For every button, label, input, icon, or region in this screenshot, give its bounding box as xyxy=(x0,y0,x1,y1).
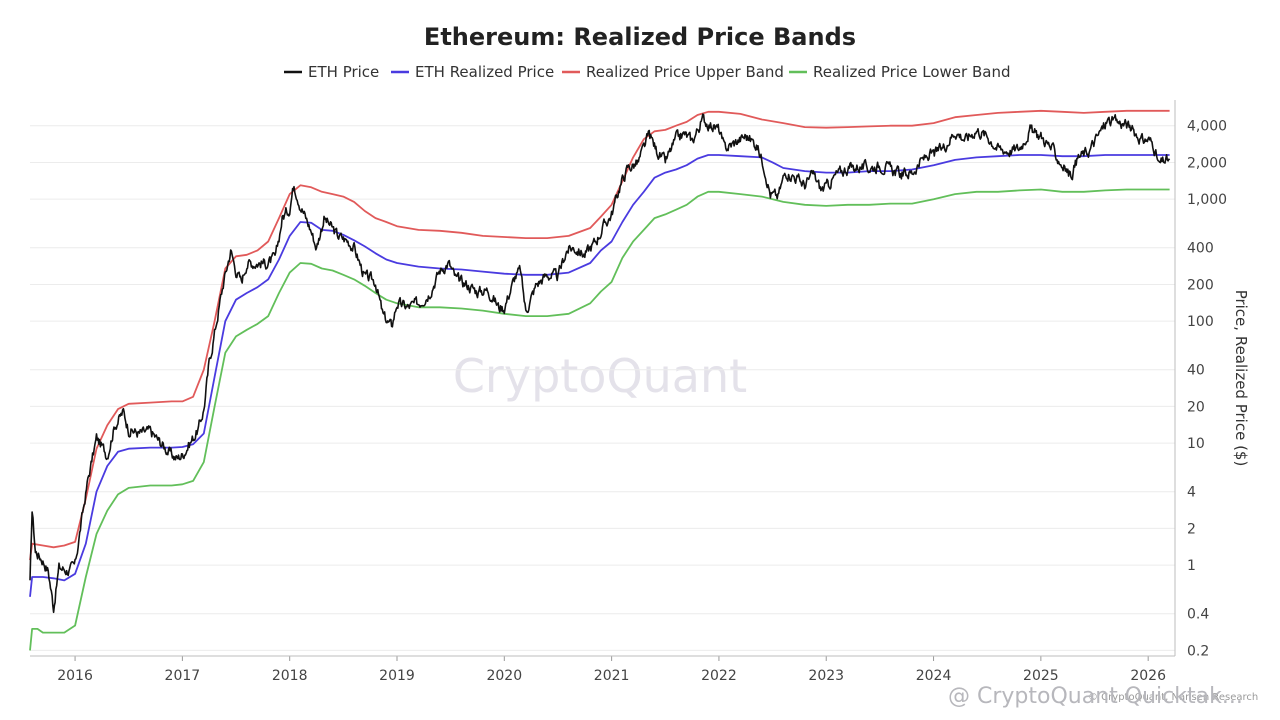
legend-label-lower-band: Realized Price Lower Band xyxy=(813,63,1010,81)
y-tick-label: 2,000 xyxy=(1187,155,1227,171)
y-tick-label: 40 xyxy=(1187,363,1205,379)
x-tick-label: 2022 xyxy=(701,668,737,684)
legend-item-realized-price[interactable]: ETH Realized Price xyxy=(391,63,554,81)
x-tick-label: 2017 xyxy=(165,668,201,684)
y-tick-label: 20 xyxy=(1187,399,1205,415)
y-tick-label: 4,000 xyxy=(1187,119,1227,135)
x-tick-label: 2020 xyxy=(486,668,522,684)
legend-label-eth-price: ETH Price xyxy=(308,63,379,81)
legend-item-eth-price[interactable]: ETH Price xyxy=(284,63,379,81)
y-tick-label: 4 xyxy=(1187,485,1196,501)
x-tick-label: 2019 xyxy=(379,668,415,684)
chart-title: Ethereum: Realized Price Bands xyxy=(424,23,856,51)
eth-price-line xyxy=(29,113,1171,614)
y-tick-label: 2 xyxy=(1187,521,1196,537)
y-tick-label: 1 xyxy=(1187,558,1196,574)
legend-item-upper-band[interactable]: Realized Price Upper Band xyxy=(562,63,784,81)
legend: ETH Price ETH Realized Price Realized Pr… xyxy=(284,63,1010,81)
series-lines xyxy=(29,109,1171,651)
footer-credit: © CryptoQuant, Nansen Research xyxy=(1088,692,1258,703)
x-tick-label: 2025 xyxy=(1023,668,1059,684)
legend-label-upper-band: Realized Price Upper Band xyxy=(586,63,784,81)
y-tick-label: 10 xyxy=(1187,436,1205,452)
x-tick-label: 2016 xyxy=(57,668,93,684)
legend-label-realized-price: ETH Realized Price xyxy=(415,63,554,81)
y-tick-label: 100 xyxy=(1187,314,1214,330)
x-tick-label: 2018 xyxy=(272,668,308,684)
cryptoquant-watermark: CryptoQuant xyxy=(453,349,747,403)
y-tick-label: 1,000 xyxy=(1187,192,1227,208)
axes: 0.2 0.4 1 2 4 10 20 40 100 200 400 1,000 2,000 4,000 2… xyxy=(30,100,1227,684)
realized-price-lower-band-line xyxy=(29,188,1170,651)
x-tick-label: 2021 xyxy=(594,668,630,684)
x-tick-label: 2024 xyxy=(916,668,952,684)
x-tick-label: 2023 xyxy=(808,668,844,684)
realized-price-upper-band-line xyxy=(29,109,1170,561)
legend-item-lower-band[interactable]: Realized Price Lower Band xyxy=(789,63,1010,81)
y-axis-label: Price, Realized Price ($) xyxy=(1232,290,1250,467)
y-tick-label: 200 xyxy=(1187,277,1214,293)
footer-watermark: @ CryptoQuant Quicktak... xyxy=(948,684,1243,709)
x-tick-label: 2026 xyxy=(1130,668,1166,684)
y-tick-label: 0.4 xyxy=(1187,607,1209,623)
y-tick-label: 400 xyxy=(1187,241,1214,257)
y-tick-label: 0.2 xyxy=(1187,643,1209,659)
grid-lines xyxy=(30,125,1175,651)
eth-realized-price-line xyxy=(29,154,1170,597)
